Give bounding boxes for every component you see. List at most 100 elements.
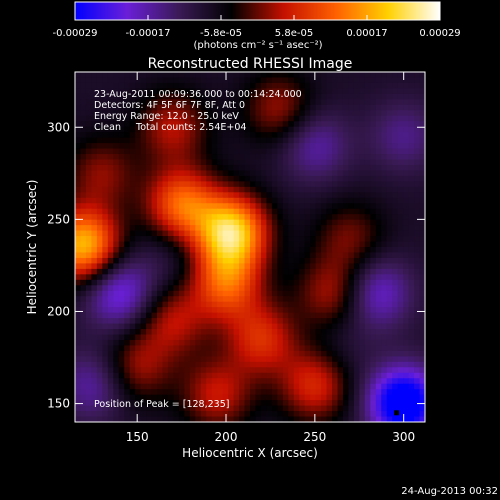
heatmap-cell <box>310 170 317 177</box>
heatmap-cell <box>211 132 218 139</box>
heatmap-cell <box>113 345 120 352</box>
heatmap-cell <box>282 285 289 292</box>
heatmap-cell <box>277 99 284 106</box>
heatmap-cell <box>157 126 164 133</box>
heatmap-cell <box>332 110 339 117</box>
heatmap-cell <box>310 208 317 215</box>
heatmap-cell <box>189 115 196 122</box>
heatmap-cell <box>364 323 371 330</box>
heatmap-cell <box>397 356 404 363</box>
heatmap-cell <box>392 214 399 221</box>
heatmap-cell <box>260 378 268 385</box>
heatmap-cell <box>151 241 158 248</box>
heatmap-cell <box>310 121 317 128</box>
heatmap-cell <box>266 394 273 401</box>
heatmap-cell <box>375 383 382 390</box>
heatmap-cell <box>135 126 142 133</box>
heatmap-cell <box>206 77 213 84</box>
heatmap-cell <box>337 356 344 363</box>
heatmap-cell <box>107 203 114 210</box>
heatmap-cell <box>113 383 120 390</box>
heatmap-cell <box>255 378 262 385</box>
heatmap-cell <box>370 318 377 325</box>
heatmap-cell <box>107 93 114 100</box>
heatmap-cell <box>244 143 251 150</box>
heatmap-cell <box>140 307 147 314</box>
heatmap-cell <box>293 72 300 79</box>
heatmap-cell <box>381 290 388 297</box>
heatmap-cell <box>375 247 382 254</box>
heatmap-cell <box>102 154 109 161</box>
heatmap-cell <box>239 301 246 308</box>
heatmap-cell <box>364 334 371 341</box>
heatmap-cell <box>135 219 142 226</box>
heatmap-cell <box>129 312 136 319</box>
heatmap-cell <box>211 154 218 161</box>
heatmap-cell <box>332 405 339 412</box>
heatmap-cell <box>211 93 218 100</box>
heatmap-cell <box>288 285 295 292</box>
heatmap-cell <box>162 88 169 95</box>
heatmap-cell <box>332 230 339 237</box>
heatmap-cell <box>135 110 142 117</box>
heatmap-cell <box>386 72 393 79</box>
heatmap-cell <box>228 274 235 281</box>
heatmap-cell <box>392 329 399 336</box>
heatmap-cell <box>228 159 235 166</box>
heatmap-cell <box>408 121 415 128</box>
heatmap-cell <box>151 82 158 90</box>
heatmap-cell <box>75 77 82 84</box>
heatmap-cell <box>342 230 350 237</box>
heatmap-cell <box>310 323 317 330</box>
heatmap-cell <box>408 323 415 330</box>
heatmap-cell <box>200 350 207 357</box>
heatmap-cell <box>271 290 278 297</box>
heatmap-cell <box>157 279 164 286</box>
heatmap-cell <box>419 214 425 221</box>
heatmap-cell <box>135 361 142 368</box>
heatmap-cell <box>419 274 425 281</box>
heatmap-cell <box>96 252 103 259</box>
heatmap-cell <box>282 132 289 139</box>
heatmap-cell <box>146 104 153 111</box>
heatmap-cell <box>189 82 196 90</box>
heatmap-cell <box>102 143 109 150</box>
heatmap-cell <box>140 405 147 412</box>
heatmap-cell <box>124 77 131 84</box>
heatmap-cell <box>271 137 278 144</box>
heatmap-cell <box>353 416 360 422</box>
heatmap-cell <box>200 88 207 95</box>
heatmap-cell <box>217 170 224 177</box>
heatmap-cell <box>353 389 360 396</box>
heatmap-cell <box>342 378 350 385</box>
heatmap-cell <box>321 279 328 286</box>
heatmap-cell <box>107 88 114 95</box>
heatmap-cell <box>107 82 114 90</box>
heatmap-cell <box>173 383 180 390</box>
heatmap-cell <box>364 181 371 188</box>
heatmap-cell <box>408 219 415 226</box>
heatmap-cell <box>337 170 344 177</box>
heatmap-cell <box>113 186 120 193</box>
heatmap-cell <box>206 72 213 79</box>
heatmap-cell <box>397 296 404 303</box>
heatmap-cell <box>173 121 180 128</box>
heatmap-cell <box>304 154 311 161</box>
heatmap-cell <box>129 110 136 117</box>
heatmap-cell <box>184 383 191 390</box>
heatmap-cell <box>293 170 300 177</box>
heatmap-cell <box>118 170 125 177</box>
heatmap-cell <box>282 208 289 215</box>
heatmap-cell <box>353 329 360 336</box>
heatmap-cell <box>315 192 322 199</box>
heatmap-cell <box>332 208 339 215</box>
heatmap-cell <box>244 99 251 106</box>
heatmap-cell <box>146 323 153 330</box>
heatmap-cell <box>200 110 207 117</box>
heatmap-cell <box>397 334 404 341</box>
heatmap-cell <box>107 389 114 396</box>
heatmap-cell <box>233 416 240 422</box>
heatmap-cell <box>200 411 207 418</box>
heatmap-cell <box>85 197 93 204</box>
heatmap-cell <box>195 104 202 111</box>
